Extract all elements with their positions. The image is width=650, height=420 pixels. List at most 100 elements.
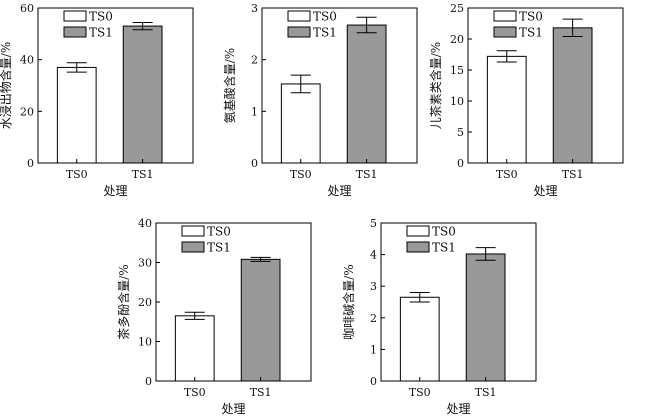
error-bar-ts0 <box>66 62 87 73</box>
legend-swatch <box>181 241 205 253</box>
legend-label: TS1 <box>313 26 337 40</box>
y-tick-label: 4 <box>370 249 377 262</box>
error-bar-ts0 <box>409 292 430 303</box>
y-tick-label: 0 <box>251 157 258 170</box>
x-tick-label: TS1 <box>475 386 497 399</box>
y-tick-label: 5 <box>457 126 464 139</box>
legend-swatch <box>493 26 517 38</box>
error-bar-ts1 <box>475 247 496 261</box>
error-bar-ts0 <box>290 74 311 94</box>
legend-label: TS0 <box>313 10 337 24</box>
legend-swatch <box>181 225 205 237</box>
y-tick-label: 2 <box>370 312 377 325</box>
x-tick-label: TS1 <box>356 168 378 181</box>
y-axis-title: 咖啡碱含量/% <box>341 264 356 339</box>
legend-swatch <box>287 10 311 22</box>
y-axis: 0 1 2 3 4 5 <box>370 217 385 388</box>
y-axis: 0 10 20 30 40 <box>138 217 160 388</box>
bar-ts0 <box>486 55 527 164</box>
y-tick-label: 20 <box>138 296 152 309</box>
y-axis-title: 儿茶素类含量/% <box>428 42 443 129</box>
x-tick-label: TS0 <box>409 386 431 399</box>
y-tick-label: 5 <box>370 217 377 230</box>
y-axis: 0 1 2 3 <box>251 2 266 170</box>
y-tick-label: 3 <box>251 2 258 15</box>
y-tick-label: 60 <box>20 2 34 15</box>
x-tick-label: TS1 <box>132 168 154 181</box>
bar-ts1 <box>465 253 506 382</box>
legend-label: TS1 <box>89 26 113 40</box>
x-tick-label: TS0 <box>66 168 88 181</box>
x-tick-label: TS1 <box>250 386 272 399</box>
y-tick-label: 3 <box>370 280 377 293</box>
bar-ts0 <box>56 66 97 164</box>
y-tick-label: 0 <box>145 375 152 388</box>
legend-label: TS0 <box>432 225 456 239</box>
x-axis-title: 处理 <box>327 184 351 198</box>
x-axis-title: 处理 <box>446 402 470 416</box>
plot-frame <box>380 222 537 382</box>
bar-ts0 <box>280 83 321 164</box>
legend-swatch <box>287 26 311 38</box>
plot-frame <box>467 7 624 164</box>
legend-swatch <box>406 225 430 237</box>
y-tick-label: 10 <box>450 95 464 108</box>
error-bar-ts1 <box>562 18 583 38</box>
legend-label: TS0 <box>519 10 543 24</box>
error-bar-ts1 <box>356 16 377 34</box>
y-axis-title: 水浸出物含量/% <box>0 42 13 129</box>
error-bar-ts1 <box>132 21 153 31</box>
y-tick-label: 20 <box>20 105 34 118</box>
plot-frame <box>261 7 418 164</box>
y-tick-label: 10 <box>138 336 152 349</box>
bar-ts1 <box>346 24 387 164</box>
y-axis-title: 茶多酚含量/% <box>116 264 131 339</box>
y-tick-label: 20 <box>450 33 464 46</box>
y-tick-label: 40 <box>138 217 152 230</box>
y-axis-title: 氨基酸含量/% <box>222 48 237 123</box>
x-tick-label: TS0 <box>290 168 312 181</box>
y-tick-label: 1 <box>251 105 258 118</box>
legend-swatch <box>493 10 517 22</box>
legend-swatch <box>406 241 430 253</box>
x-axis-title: 处理 <box>221 402 245 416</box>
error-bar-ts1 <box>250 256 271 262</box>
y-tick-label: 0 <box>370 375 377 388</box>
x-axis-title: 处理 <box>103 184 127 198</box>
legend-label: TS1 <box>432 241 456 255</box>
legend-swatch <box>63 26 87 38</box>
x-tick-label: TS0 <box>184 386 206 399</box>
y-tick-label: 0 <box>27 157 34 170</box>
error-bar-ts0 <box>496 50 517 63</box>
error-bar-ts0 <box>184 311 205 320</box>
bar-ts0 <box>399 296 440 382</box>
bar-ts1 <box>122 25 163 164</box>
x-tick-label: TS0 <box>496 168 518 181</box>
legend-swatch <box>63 10 87 22</box>
y-tick-label: 40 <box>20 54 34 67</box>
y-tick-label: 15 <box>450 64 464 77</box>
legend-label: TS1 <box>519 26 543 40</box>
bar-ts0 <box>174 315 215 382</box>
x-tick-label: TS1 <box>562 168 584 181</box>
legend-label: TS0 <box>207 225 231 239</box>
legend-label: TS0 <box>89 10 113 24</box>
y-tick-label: 0 <box>457 157 464 170</box>
bar-ts1 <box>552 27 593 164</box>
y-tick-label: 1 <box>370 343 377 356</box>
y-axis: 0 20 40 60 <box>20 2 42 170</box>
bar-ts1 <box>240 258 281 382</box>
legend-label: TS1 <box>207 241 231 255</box>
plot-frame <box>37 7 194 164</box>
